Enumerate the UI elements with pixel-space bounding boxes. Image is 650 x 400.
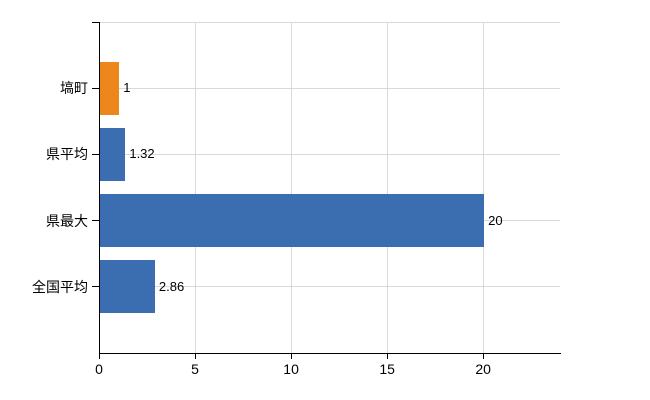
bar-value-label: 2.86 [158,278,185,294]
y-axis-tick [92,286,99,288]
bar [100,61,120,115]
bar [100,260,155,314]
bar-value-label: 1 [123,80,131,96]
v-gridline [483,22,485,353]
x-tick-label: 0 [95,361,103,377]
x-tick-label: 15 [379,361,395,377]
v-gridline [291,22,293,353]
x-axis-tick [195,353,197,359]
h-gridline [99,286,560,288]
category-label: 全国平均 [32,278,88,295]
v-gridline [387,22,389,353]
x-axis-tick [291,353,293,359]
y-axis-top-tick [92,21,99,23]
x-axis-tick [483,353,485,359]
bar-value-label: 1.32 [129,146,155,162]
x-tick-label: 10 [283,361,299,377]
x-tick-label: 5 [191,361,199,377]
y-axis-tick [92,220,99,222]
x-axis-tick [387,353,389,359]
plot-top-border [99,22,560,23]
x-tick-label: 20 [475,361,491,377]
bar [100,194,485,248]
y-axis-tick [92,87,99,89]
bar [100,127,126,181]
h-gridline [99,87,560,89]
y-axis-tick [92,153,99,155]
category-label: 塙町 [60,80,88,97]
h-gridline [99,153,560,155]
category-label: 県最大 [46,212,88,229]
bar-value-label: 20 [488,212,503,228]
y-axis-line [98,22,100,353]
category-label: 県平均 [46,146,88,163]
x-axis-tick [99,353,100,359]
v-gridline [195,22,197,353]
x-axis-line [99,352,561,354]
